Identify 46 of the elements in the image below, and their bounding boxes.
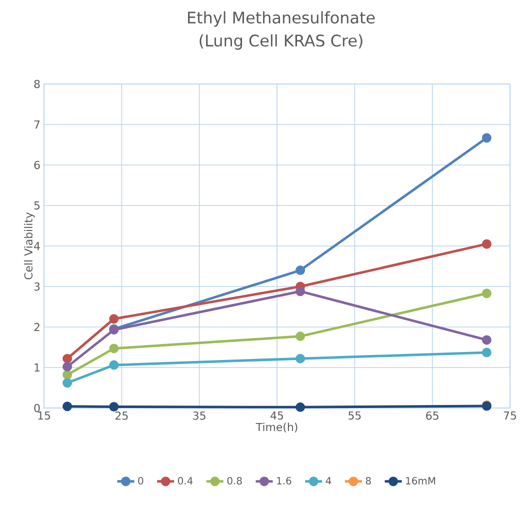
legend-label: 0.8 (227, 476, 242, 484)
point (296, 354, 306, 364)
y-tick-label: 4 (34, 242, 40, 250)
legend-label: 1.6 (277, 476, 292, 484)
y-tick-label: 7 (34, 120, 40, 128)
y-tick-label: 3 (34, 282, 40, 291)
point (109, 344, 119, 354)
chart-title: Ethyl Methanesulfonate (188, 11, 375, 27)
legend-label: 16mM (406, 476, 436, 484)
point (296, 286, 306, 296)
point (62, 354, 72, 364)
x-tick-label: 35 (193, 412, 206, 420)
x-tick-label: 25 (116, 412, 128, 420)
legend-label: 4 (326, 477, 332, 484)
point (482, 133, 492, 143)
y-tick-label: 1 (34, 363, 40, 372)
y-tick-label: 8 (34, 80, 40, 88)
x-tick-label: 55 (348, 412, 361, 420)
point (109, 402, 119, 412)
point (62, 378, 72, 388)
y-axis-title: Cell Viability (24, 212, 35, 280)
chart-subtitle: (Lung Cell KRAS Cre) (200, 34, 362, 50)
point (482, 335, 492, 345)
point (62, 370, 72, 380)
point (482, 348, 492, 358)
point (109, 314, 119, 324)
x-tick-label: 65 (426, 412, 438, 420)
point (482, 239, 492, 249)
legend-label: 0 (138, 476, 144, 484)
legend-label: 0.4 (178, 476, 193, 484)
point (296, 402, 306, 412)
x-tick-label: 15 (38, 412, 50, 420)
y-tick-label: 6 (34, 160, 40, 170)
point (109, 360, 119, 370)
point (482, 288, 492, 298)
point (296, 266, 306, 276)
x-tick-label: 75 (504, 412, 516, 420)
y-tick-label: 2 (34, 322, 40, 332)
point (296, 332, 306, 342)
legend-label: 8 (366, 476, 371, 484)
point (62, 362, 72, 372)
x-tick-label: 45 (270, 412, 284, 420)
y-tick-label: 0 (34, 404, 40, 412)
y-tick-label: 5 (34, 201, 40, 210)
point (62, 402, 72, 412)
x-axis-title: Time(h) (256, 422, 298, 432)
